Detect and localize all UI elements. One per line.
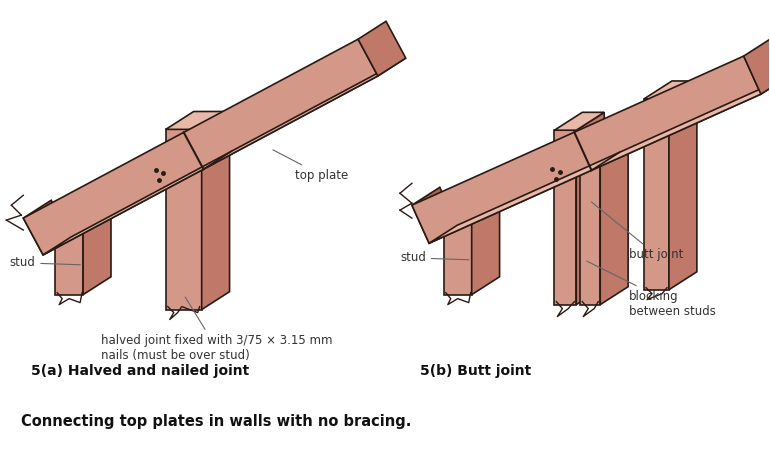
Polygon shape bbox=[576, 112, 604, 305]
Text: butt joint: butt joint bbox=[591, 202, 684, 262]
Polygon shape bbox=[43, 58, 406, 255]
Polygon shape bbox=[669, 81, 697, 289]
Polygon shape bbox=[644, 81, 697, 99]
Polygon shape bbox=[554, 112, 604, 130]
Polygon shape bbox=[472, 192, 500, 295]
Text: top plate: top plate bbox=[273, 150, 349, 182]
Polygon shape bbox=[83, 210, 111, 295]
Polygon shape bbox=[23, 39, 378, 255]
Polygon shape bbox=[358, 21, 406, 76]
Polygon shape bbox=[55, 228, 83, 295]
Text: stud: stud bbox=[400, 251, 469, 264]
Polygon shape bbox=[744, 38, 770, 94]
Text: halved joint fixed with 3/75 × 3.15 mm
nails (must be over stud): halved joint fixed with 3/75 × 3.15 mm n… bbox=[101, 297, 333, 362]
Polygon shape bbox=[23, 200, 71, 255]
Text: 5(b) Butt joint: 5(b) Butt joint bbox=[420, 364, 531, 378]
Polygon shape bbox=[444, 210, 472, 295]
Text: 5(a) Halved and nailed joint: 5(a) Halved and nailed joint bbox=[32, 364, 249, 378]
Text: Connecting top plates in walls with no bracing.: Connecting top plates in walls with no b… bbox=[22, 414, 412, 429]
Polygon shape bbox=[554, 130, 576, 305]
Polygon shape bbox=[581, 130, 601, 305]
Polygon shape bbox=[429, 76, 770, 243]
Polygon shape bbox=[166, 130, 202, 309]
Polygon shape bbox=[601, 112, 628, 305]
Polygon shape bbox=[644, 99, 669, 289]
Polygon shape bbox=[166, 112, 229, 130]
Polygon shape bbox=[202, 112, 229, 309]
Polygon shape bbox=[412, 187, 457, 243]
Text: blocking
between studs: blocking between studs bbox=[587, 261, 716, 318]
Text: stud: stud bbox=[9, 256, 80, 269]
Polygon shape bbox=[412, 56, 761, 243]
